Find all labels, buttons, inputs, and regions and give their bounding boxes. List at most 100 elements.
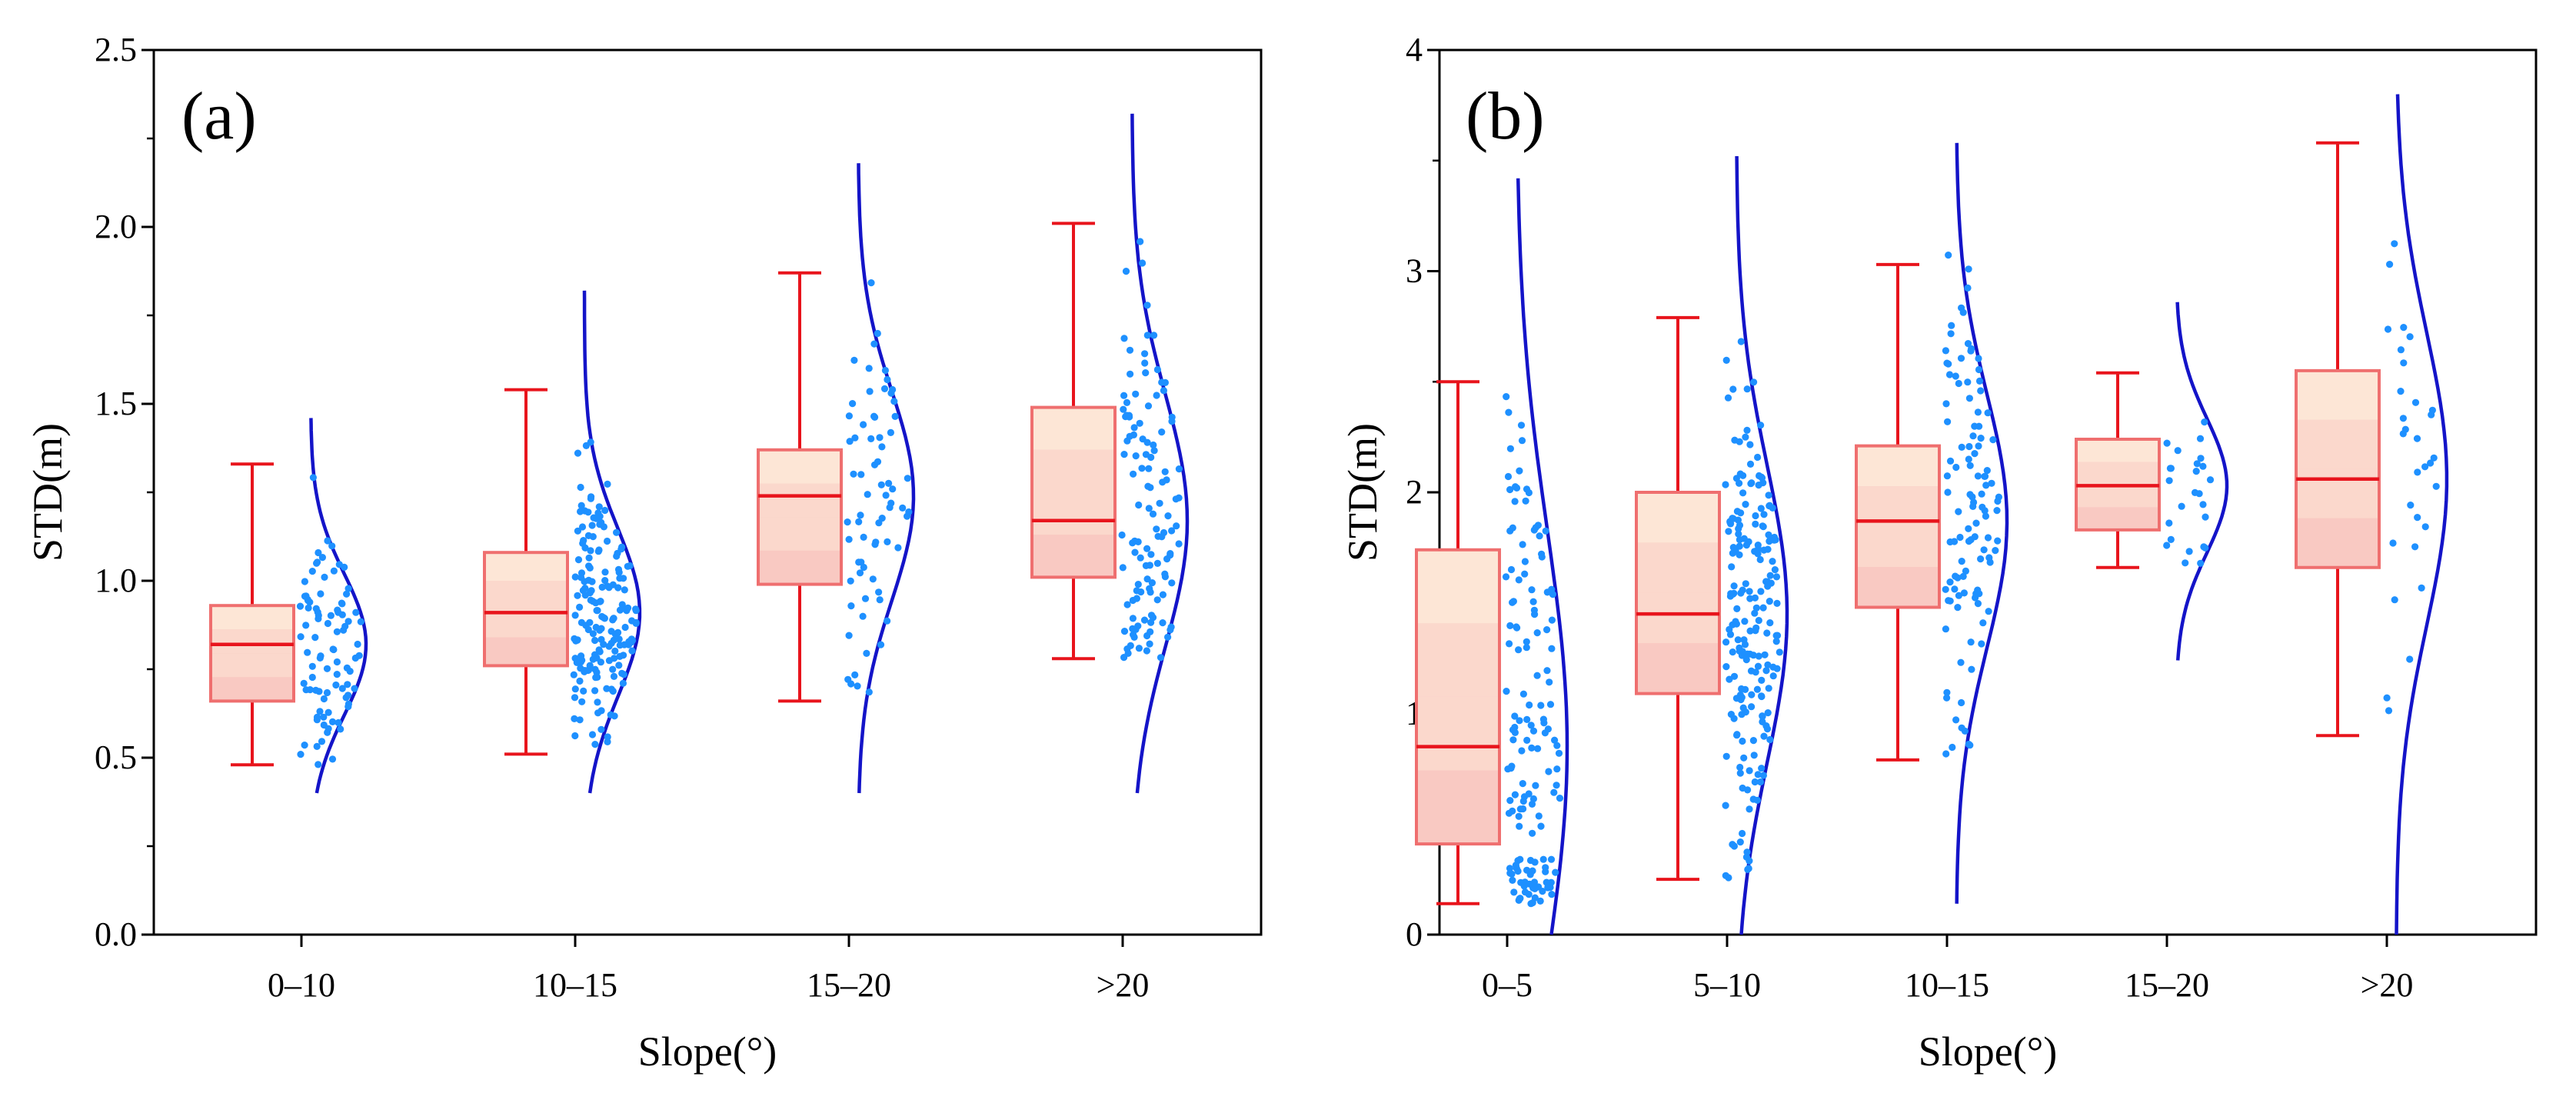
data-point [1163, 476, 1170, 484]
data-point [1952, 572, 1959, 580]
data-point [875, 519, 883, 527]
data-point [626, 562, 634, 570]
data-point [323, 665, 331, 672]
data-point [1542, 864, 1549, 872]
data-point [1516, 717, 1523, 725]
data-point [1766, 619, 1774, 627]
data-point [601, 568, 609, 576]
data-point [1144, 482, 1152, 490]
box-shade [2076, 484, 2159, 508]
data-point [632, 605, 640, 613]
data-point [1959, 572, 1967, 581]
y-tick-label: 2.0 [95, 208, 137, 245]
data-point [1946, 578, 1954, 586]
box-outline [1030, 405, 1117, 579]
data-point [1137, 588, 1145, 596]
data-point [2174, 447, 2182, 455]
data-point [1952, 463, 1960, 472]
data-point [1943, 472, 1951, 480]
data-point [1736, 838, 1744, 846]
data-point [1951, 585, 1959, 593]
data-point [576, 716, 584, 724]
data-point [851, 434, 859, 442]
data-point [1509, 876, 1516, 884]
data-point [884, 538, 891, 546]
data-point [1764, 709, 1772, 717]
box-shade [2076, 507, 2159, 530]
box-shade [484, 637, 567, 666]
data-point [1509, 736, 1517, 744]
data-point [1526, 701, 1533, 709]
data-point [619, 604, 627, 612]
data-point [1760, 732, 1768, 740]
data-point [1989, 436, 1997, 444]
data-point [1746, 441, 1754, 448]
data-point [1751, 594, 1759, 602]
data-point [2165, 477, 2173, 485]
data-point [1523, 715, 1531, 724]
data-point [1513, 484, 1521, 492]
data-point [1752, 512, 1759, 520]
data-point [1742, 656, 1750, 664]
data-point [1736, 763, 1744, 772]
data-point [1528, 586, 1536, 594]
data-point [2385, 707, 2393, 715]
data-point [1955, 508, 1962, 515]
data-point [1746, 627, 1754, 635]
data-point [1120, 405, 1127, 413]
data-point [869, 575, 877, 583]
density-curve [1735, 155, 1789, 935]
data-point [576, 677, 584, 685]
data-point [1975, 590, 1983, 598]
data-point [1521, 570, 1529, 578]
data-point [1754, 542, 1762, 549]
data-point [1754, 662, 1762, 670]
data-point [324, 708, 332, 716]
data-point [845, 535, 853, 543]
data-point [1995, 493, 2002, 501]
data-point [1736, 691, 1744, 699]
data-point [2406, 333, 2414, 341]
data-point [574, 556, 583, 564]
data-point [1729, 515, 1737, 522]
data-point [581, 585, 589, 592]
data-point [334, 718, 342, 727]
data-point [1961, 727, 1969, 735]
data-point [1172, 495, 1180, 503]
data-point [1974, 408, 1982, 416]
data-point [1751, 609, 1759, 617]
data-point [578, 523, 587, 531]
x-tick-label: 10–15 [533, 966, 617, 1004]
data-point [1532, 782, 1539, 789]
data-point [1147, 628, 1154, 636]
data-point [1522, 497, 1529, 505]
data-point [594, 673, 601, 682]
data-point [1957, 355, 1965, 362]
box-shade [1636, 592, 1719, 644]
box-shade [1636, 643, 1719, 694]
data-point [1537, 702, 1545, 709]
data-point [1729, 549, 1736, 557]
data-point [1769, 558, 1776, 565]
data-point [1982, 482, 1990, 489]
data-point [585, 554, 593, 562]
data-point [1138, 465, 1146, 472]
data-point [609, 665, 617, 673]
data-point [1746, 857, 1753, 865]
density-curve [2175, 302, 2229, 661]
data-point [1755, 652, 1762, 660]
data-point [1725, 528, 1732, 535]
data-point [1729, 590, 1737, 598]
data-point [1134, 581, 1142, 588]
data-point [309, 474, 317, 482]
data-point [1513, 623, 1520, 631]
data-point [884, 617, 891, 625]
box-shade [758, 483, 841, 518]
data-point [1150, 447, 1158, 455]
data-point [876, 434, 884, 442]
data-point [1548, 891, 1556, 898]
data-point [1131, 548, 1139, 556]
data-point [1506, 797, 1514, 805]
data-point [1506, 485, 1514, 494]
y-tick-label: 3 [1406, 252, 1423, 290]
